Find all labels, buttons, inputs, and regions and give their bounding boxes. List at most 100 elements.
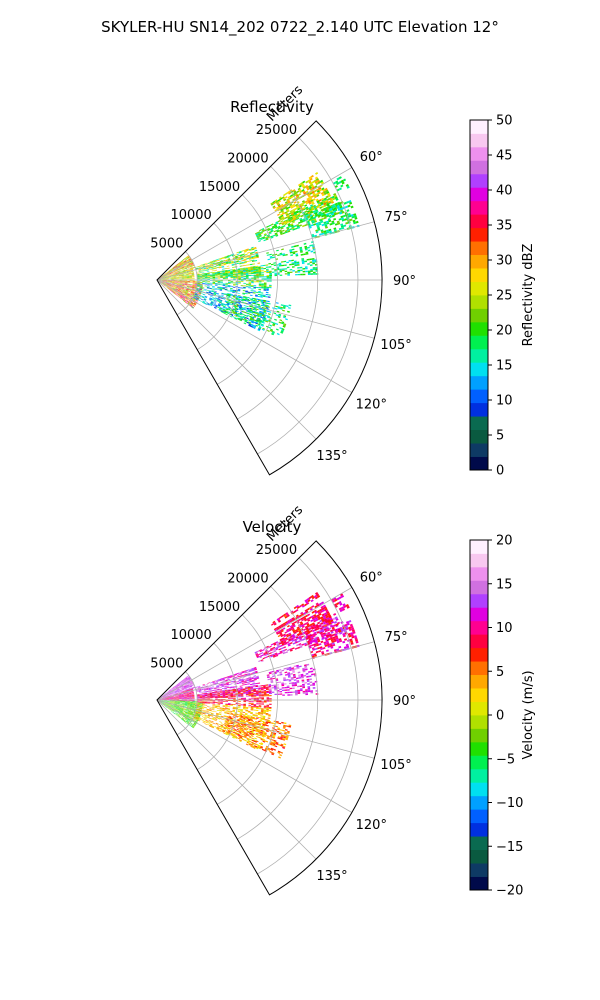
echo-cell — [176, 269, 180, 271]
echo-cell — [172, 282, 175, 283]
echo-cell — [179, 296, 182, 299]
echo-cell — [189, 277, 192, 278]
echo-cell — [249, 317, 253, 320]
echo-cell — [195, 297, 199, 299]
echo-cell — [301, 258, 305, 260]
echo-cell — [262, 304, 265, 307]
echo-cell — [225, 274, 228, 276]
echo-cell — [183, 290, 186, 292]
echo-cell — [221, 266, 225, 268]
echo-cell — [230, 287, 233, 289]
echo-cell — [167, 274, 171, 276]
echo-cell — [207, 276, 210, 277]
echo-cell — [182, 290, 186, 292]
echo-cell — [186, 259, 189, 262]
echo-cell — [164, 286, 167, 288]
echo-cell — [233, 309, 237, 312]
echo-cell — [214, 272, 218, 273]
echo-cell — [181, 287, 184, 289]
echo-cell — [232, 291, 235, 293]
echo-cell — [190, 303, 193, 306]
echo-cell — [233, 274, 236, 276]
echo-cell — [203, 299, 206, 301]
echo-cell — [174, 285, 177, 287]
echo-cell — [173, 273, 176, 275]
echo-cell — [191, 302, 194, 305]
echo-cell — [204, 274, 208, 276]
echo-cell — [212, 286, 215, 288]
echo-cell — [193, 298, 196, 301]
echo-cell — [272, 330, 275, 333]
echo-cell — [170, 268, 173, 271]
echo-cell — [229, 269, 233, 271]
echo-cell — [184, 286, 187, 287]
echo-cell — [244, 253, 248, 256]
echo-cell — [248, 258, 252, 260]
echo-cell — [201, 296, 205, 298]
echo-cell — [237, 255, 240, 257]
echo-cell — [258, 272, 262, 274]
echo-cell — [240, 271, 244, 273]
echo-cell — [195, 300, 198, 302]
echo-cell — [189, 277, 192, 279]
echo-cell — [172, 287, 176, 290]
echo-cell — [242, 316, 245, 319]
echo-cell — [305, 206, 309, 210]
echo-cell — [198, 292, 202, 294]
echo-cell — [173, 292, 176, 295]
echo-cell — [204, 278, 208, 279]
echo-cell — [212, 261, 215, 263]
echo-cell — [176, 287, 179, 289]
echo-cell — [191, 262, 194, 265]
echo-cell — [170, 286, 173, 289]
echo-cell — [225, 310, 228, 312]
echo-cell — [244, 307, 247, 309]
echo-cell — [166, 271, 169, 274]
echo-cell — [191, 276, 195, 278]
echo-cell — [250, 269, 254, 271]
echo-cell — [171, 269, 174, 271]
echo-cell — [299, 266, 303, 269]
echo-cell — [282, 307, 286, 309]
echo-cell — [177, 290, 180, 292]
echo-cell — [272, 234, 276, 237]
echo-cell — [161, 280, 165, 282]
echo-cell — [197, 283, 201, 284]
echo-cell — [202, 278, 205, 280]
echo-cell — [190, 302, 194, 305]
echo-cell — [258, 308, 262, 310]
echo-cell — [181, 276, 185, 277]
echo-cell — [173, 285, 177, 287]
echo-cell — [187, 256, 190, 259]
colorbar-segment — [470, 241, 488, 256]
echo-cell — [177, 282, 180, 283]
echo-cell — [161, 282, 164, 285]
echo-cell — [185, 270, 189, 272]
echo-cell — [222, 309, 226, 312]
echo-cell — [189, 266, 193, 268]
echo-cell — [172, 271, 175, 273]
echo-cell — [184, 293, 187, 296]
echo-cell — [186, 272, 189, 274]
echo-cell — [209, 298, 212, 300]
echo-cell — [237, 305, 241, 308]
echo-cell — [259, 314, 262, 317]
echo-cell — [260, 324, 264, 327]
echo-cell — [213, 292, 217, 294]
echo-cell — [239, 305, 243, 308]
echo-cell — [210, 301, 214, 303]
echo-cell — [227, 283, 231, 284]
echo-cell — [170, 286, 173, 288]
echo-cell — [181, 286, 185, 287]
echo-cell — [281, 321, 285, 324]
echo-cell — [255, 294, 258, 296]
echo-cell — [189, 275, 192, 276]
echo-cell — [172, 270, 175, 273]
echo-cell — [214, 287, 218, 289]
echo-cell — [186, 273, 189, 275]
echo-cell — [271, 263, 274, 266]
echo-cell — [307, 272, 311, 274]
echo-cell — [164, 281, 167, 282]
echo-cell — [290, 254, 294, 257]
echo-cell — [256, 255, 259, 258]
